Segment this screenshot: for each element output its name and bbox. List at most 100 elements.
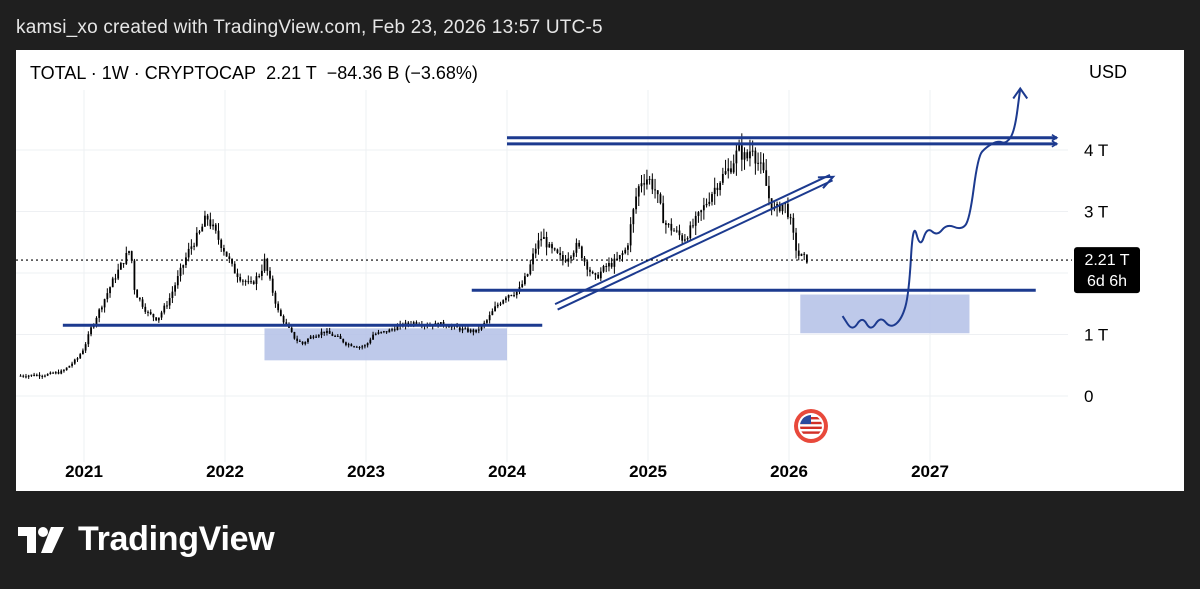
candle-body <box>301 341 304 344</box>
candle-body <box>681 235 684 241</box>
candle-body <box>548 244 551 248</box>
candle-body <box>545 236 548 248</box>
candle-body <box>195 232 198 246</box>
candle-body <box>33 374 36 376</box>
candle-body <box>586 261 589 270</box>
candle-body <box>109 287 111 294</box>
y-tick-label: 0 <box>1084 387 1093 406</box>
candle-body <box>393 329 396 331</box>
candle-body <box>768 185 770 199</box>
candle-body <box>309 336 312 339</box>
currency-label[interactable]: USD <box>1089 62 1127 82</box>
candle-body <box>502 300 505 304</box>
candle-body <box>350 344 353 347</box>
channel-line-upper <box>557 179 834 311</box>
candle-body <box>122 263 125 265</box>
candle-body <box>41 375 44 377</box>
x-tick-label: 2027 <box>911 462 949 481</box>
candle-body <box>166 305 168 307</box>
candle-body <box>602 266 605 272</box>
candle-body <box>334 335 336 337</box>
candle-body <box>507 295 510 298</box>
candle-body <box>106 293 109 300</box>
channel-line-lower <box>554 174 831 306</box>
candle-body <box>643 183 646 185</box>
grid-layer <box>16 90 1068 462</box>
candle-body <box>266 258 269 271</box>
candle-body <box>608 263 610 267</box>
candle-body <box>513 295 515 297</box>
candle-body <box>789 217 792 219</box>
candle-body <box>605 266 608 268</box>
candle-body <box>759 162 762 164</box>
candle-body <box>339 336 342 339</box>
candle-body <box>805 254 808 263</box>
candle-body <box>328 330 331 334</box>
candle-body <box>236 273 239 278</box>
candle-body <box>307 338 309 342</box>
candle-body <box>79 354 82 359</box>
candle-body <box>559 252 562 256</box>
legend-symbol: TOTAL <box>30 63 86 83</box>
candle-body <box>515 291 518 296</box>
zones-layer <box>264 294 970 361</box>
candle-body <box>84 344 87 351</box>
candle-body <box>38 374 41 377</box>
candle-body <box>797 250 800 256</box>
candle-body <box>95 317 98 325</box>
candle-body <box>231 258 233 264</box>
candle-body <box>258 275 261 277</box>
candle-body <box>336 335 339 337</box>
candle-body <box>144 306 147 312</box>
candle-body <box>355 346 358 348</box>
chart-panel[interactable]: TOTAL · 1W · CRYPTOCAP 2.21 T −84.36 B (−3… <box>16 50 1184 491</box>
candle-body <box>331 333 334 336</box>
time-axis[interactable]: 2021 2022 2023 2024 2025 2026 2027 <box>65 462 949 481</box>
candle-body <box>347 344 350 346</box>
candle-body <box>225 251 228 257</box>
candle-body <box>250 281 252 283</box>
candle-body <box>285 322 288 324</box>
candle-body <box>152 313 155 318</box>
price-chart[interactable]: TOTAL · 1W · CRYPTOCAP 2.21 T −84.36 B (−3… <box>16 50 1184 491</box>
candle-body <box>708 201 711 204</box>
candle-body <box>496 304 499 307</box>
candle-body <box>190 246 193 249</box>
candle-body <box>358 346 361 348</box>
candle-body <box>385 331 388 333</box>
y-axis-ticks: 0 1 T 3 T 4 T <box>1084 141 1108 406</box>
candle-body <box>372 334 374 340</box>
candle-body <box>494 306 496 312</box>
legend-change: −84.36 B (−3.68%) <box>327 63 478 83</box>
candle-body <box>185 257 187 266</box>
candle-body <box>713 187 716 195</box>
candle-body <box>119 263 122 270</box>
candle-body <box>613 258 616 267</box>
attribution-text: kamsi_xo created with TradingView.com, F… <box>16 17 603 38</box>
candle-body <box>141 299 144 307</box>
candle-body <box>293 332 296 339</box>
candle-body <box>532 253 534 265</box>
candle-body <box>271 278 274 293</box>
candle-body <box>244 280 247 282</box>
candle-body <box>353 346 355 348</box>
channel-arrowhead <box>817 175 836 189</box>
candle-body <box>320 331 323 336</box>
candle-body <box>632 209 635 225</box>
us-flag-icon[interactable] <box>794 409 828 443</box>
legend-symbol-line[interactable]: TOTAL · 1W · CRYPTOCAP 2.21 T −84.36 B (−3… <box>30 63 478 83</box>
candle-body <box>206 215 209 220</box>
candle-body <box>345 342 347 345</box>
candle-body <box>467 328 469 332</box>
candle-body <box>662 203 665 224</box>
candle-body <box>740 145 743 160</box>
candle-body <box>448 326 450 328</box>
price-axis[interactable]: USD 0 1 T 3 T 4 T <box>1084 62 1127 406</box>
candle-body <box>654 189 656 191</box>
candle-body <box>30 374 33 376</box>
candle-body <box>716 187 719 191</box>
candle-body <box>98 309 101 318</box>
x-tick-label: 2021 <box>65 462 103 481</box>
projection-path <box>841 88 1022 329</box>
candle-body <box>719 182 722 191</box>
